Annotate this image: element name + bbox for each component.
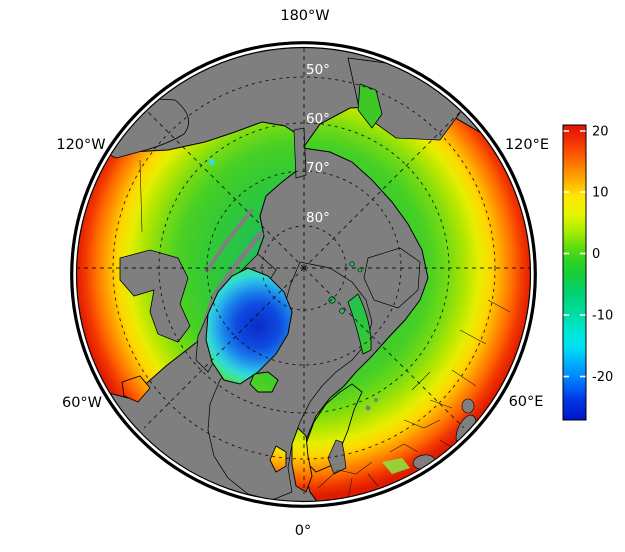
lake-ladoga [365, 405, 371, 411]
meridian-label-120e: 120°E [505, 137, 549, 153]
colorbar: 20 10 0 -10 -20 [562, 124, 613, 421]
svalbard-islet [339, 308, 345, 314]
iceland-island [249, 371, 279, 393]
kara-sea [363, 247, 421, 309]
archipelago-channel-sea [204, 208, 254, 274]
aral-sea [461, 398, 475, 414]
meridian-label-180w: 180°W [280, 8, 329, 24]
colorbar-tick-marks [563, 130, 586, 378]
colorbar-tick-0: 0 [592, 247, 600, 262]
parallel-label-50: 50° [306, 62, 330, 78]
colorbar-gradient [562, 124, 587, 421]
ireland-island [269, 445, 287, 473]
franz-josef-islet [349, 261, 355, 267]
parallel-label-80: 80° [306, 210, 330, 226]
meridian-label-60e: 60°E [509, 394, 544, 410]
great-britain-island [291, 427, 313, 493]
parallel-label-70: 70° [306, 160, 330, 176]
franz-josef-islet-2 [357, 267, 363, 273]
bering-strait-channel [293, 127, 307, 179]
meridian-label-60w: 60°W [62, 395, 102, 411]
alps-cool-patch [382, 458, 410, 474]
data-domain-edge [75, 46, 532, 503]
meridian-label-0: 0° [295, 523, 311, 539]
colorbar-tick-20: 20 [592, 125, 609, 140]
map-frame-circle [70, 41, 537, 508]
greenland-landmass [205, 267, 293, 385]
svalbard-island [328, 296, 336, 304]
graticule [78, 47, 530, 494]
novaya-zemlya-island [347, 293, 372, 355]
glacier-cold-spot [209, 159, 215, 165]
colorbar-tick-10: 10 [592, 186, 609, 201]
lake-onega [374, 398, 378, 402]
baltic-sea [327, 439, 347, 475]
colorbar-tick-m10: -10 [592, 309, 613, 324]
newfoundland-island [121, 375, 151, 403]
parallel-label-60: 60° [306, 111, 330, 127]
meridian-label-120w: 120°W [56, 137, 105, 153]
colorbar-tick-m20: -20 [592, 370, 613, 385]
kamchatka-peninsula [357, 83, 383, 129]
hudson-bay-sea [119, 249, 191, 343]
